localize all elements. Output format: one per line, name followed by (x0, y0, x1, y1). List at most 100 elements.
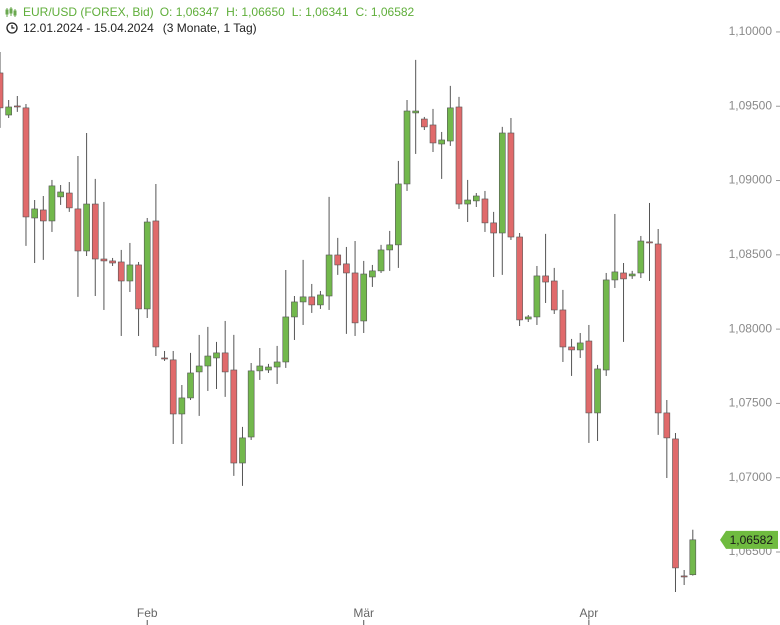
candle-down (429, 124, 437, 144)
candle-up (447, 107, 454, 142)
period: 12.01.2024 - 15.04.2024 (23, 21, 154, 35)
y-tick-label: 1,10000 (729, 24, 773, 38)
header-value: H: 1,06650 (226, 5, 285, 19)
candle-up (498, 132, 506, 234)
candle-down (100, 258, 108, 262)
x-tick-label: Feb (137, 606, 158, 620)
candle-down (91, 203, 99, 260)
candle-up (291, 301, 298, 318)
candle-down (65, 192, 73, 209)
candle-up (204, 355, 212, 367)
candle-down (152, 220, 160, 348)
clock-icon (6, 22, 18, 34)
candle-up (628, 273, 636, 277)
candle-up (637, 240, 645, 274)
candle-up (256, 365, 264, 372)
candle-up (282, 316, 290, 363)
candle-down (663, 412, 671, 439)
candle-up (273, 361, 281, 368)
candle-up (213, 352, 220, 359)
candle-down (0, 72, 4, 109)
candle-down (646, 241, 653, 244)
y-tick-label: 1,09000 (729, 173, 773, 187)
candle-up (57, 191, 64, 198)
last-price-label: 1,06582 (730, 533, 774, 547)
candle-down (351, 272, 359, 324)
y-tick-label: 1,07000 (729, 470, 773, 484)
header-value: L: 1,06341 (292, 5, 349, 19)
candle-down (550, 280, 558, 311)
y-tick-label: 1,08000 (729, 321, 773, 335)
candle-up (5, 106, 12, 116)
x-tick-label: Apr (580, 606, 599, 620)
header-title: EUR/USD (FOREX, Bid) (23, 5, 154, 19)
candle-up (325, 254, 333, 297)
candle-down (585, 340, 593, 414)
header-background (0, 3, 330, 39)
candle-up (438, 139, 445, 145)
y-tick-label: 1,08500 (729, 247, 773, 261)
candle-up (369, 270, 376, 278)
candle-icon (5, 7, 17, 17)
candle-up (473, 195, 480, 202)
candle-up (31, 208, 38, 219)
candle-up (195, 365, 203, 373)
candle-down (230, 369, 238, 464)
candle-down (516, 236, 523, 321)
candle-down (507, 132, 515, 238)
candle-up (317, 294, 324, 306)
candle-down (559, 309, 567, 348)
candle-down (672, 438, 679, 569)
candle-down (135, 264, 142, 310)
candle-up (403, 110, 411, 185)
candle-down (680, 575, 688, 578)
candle-down (308, 296, 316, 306)
plot-area: 1,065001,070001,075001,080001,085001,090… (0, 24, 780, 625)
candle-up (524, 316, 532, 320)
candle-up (299, 296, 307, 303)
candle-up (83, 203, 90, 252)
header: EUR/USD (FOREX, Bid) 12.01.2024 - 15.04.… (0, 3, 415, 39)
candle-down (161, 357, 168, 360)
candle-down (654, 243, 662, 414)
candle-down (109, 260, 116, 264)
y-tick-label: 1,07500 (729, 396, 773, 410)
candle-down (490, 222, 497, 234)
candle-down (40, 209, 47, 222)
candle-up (48, 185, 56, 222)
candle-up (126, 264, 134, 282)
x-tick-label: Mär (353, 606, 374, 620)
period-note: (3 Monate, 1 Tag) (163, 21, 257, 35)
candle-up (412, 110, 419, 114)
candle-up (178, 397, 186, 415)
last-price-box (720, 530, 778, 549)
candle-up (377, 249, 385, 272)
candle-down (343, 263, 350, 274)
candle-up (602, 279, 610, 371)
candle-up (464, 199, 471, 205)
candle-down (455, 106, 463, 205)
candle-down (334, 254, 342, 266)
candle-up (239, 437, 246, 464)
candle-up (247, 370, 255, 438)
candle-down (22, 107, 30, 218)
candle-up (360, 273, 368, 322)
candle-up (187, 372, 194, 399)
y-tick-label: 1,09500 (729, 98, 773, 112)
candle-up (689, 539, 697, 576)
candle-up (611, 271, 619, 281)
candle-down (620, 272, 627, 280)
candle-up (265, 366, 272, 371)
header-value: O: 1,06347 (160, 5, 220, 19)
candle-down (74, 208, 82, 252)
candle-down (568, 346, 575, 351)
candle-down (542, 275, 549, 283)
candle-up (143, 221, 151, 310)
candle-down (117, 261, 125, 282)
candle-down (421, 118, 428, 128)
candle-down (14, 105, 21, 108)
candle-up (386, 244, 394, 251)
candle-up (594, 368, 601, 414)
candle-down (169, 359, 177, 415)
